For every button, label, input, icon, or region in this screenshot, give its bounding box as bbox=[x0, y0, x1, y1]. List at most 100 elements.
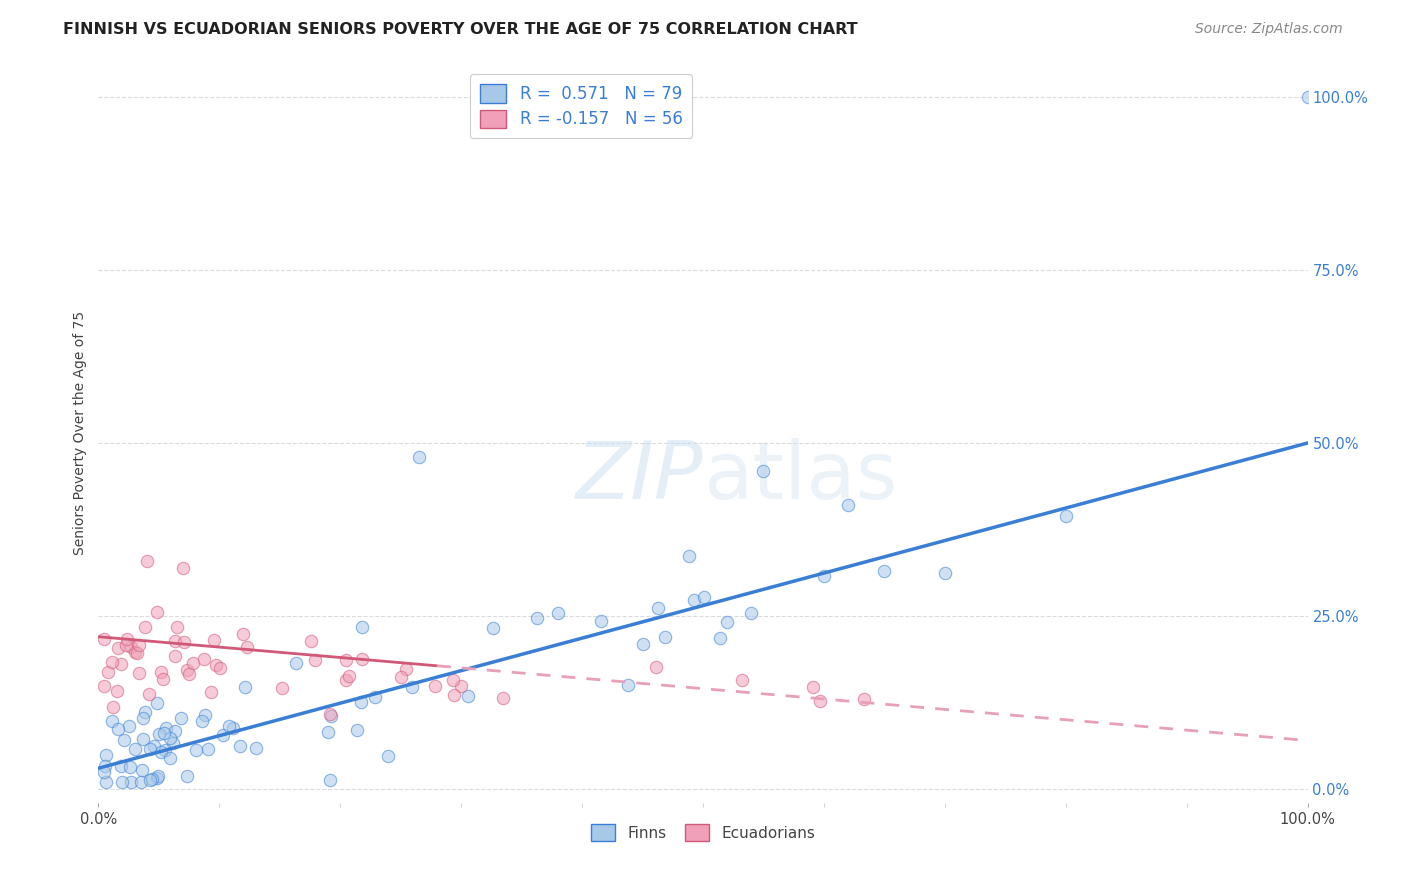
Point bbox=[128, 665, 150, 680]
Point bbox=[124, 742, 146, 756]
Point bbox=[837, 498, 859, 512]
Point bbox=[645, 660, 668, 674]
Point bbox=[145, 771, 167, 785]
Point bbox=[270, 681, 292, 696]
Point bbox=[152, 673, 174, 687]
Point bbox=[221, 721, 243, 735]
Point bbox=[169, 711, 191, 725]
Point bbox=[683, 593, 706, 607]
Point bbox=[441, 673, 464, 687]
Point bbox=[808, 694, 831, 708]
Point bbox=[103, 699, 125, 714]
Point bbox=[1296, 90, 1319, 104]
Point bbox=[97, 665, 120, 679]
Point bbox=[129, 775, 152, 789]
Point bbox=[208, 661, 231, 675]
Point bbox=[319, 773, 342, 788]
Point bbox=[218, 719, 240, 733]
Point bbox=[389, 670, 412, 684]
Point bbox=[155, 721, 177, 735]
Point bbox=[591, 615, 613, 629]
Point bbox=[110, 759, 132, 773]
Point bbox=[107, 723, 129, 737]
Point bbox=[450, 679, 472, 693]
Point bbox=[173, 635, 195, 649]
Point bbox=[740, 606, 762, 620]
Point bbox=[245, 741, 267, 756]
Point bbox=[678, 549, 700, 564]
Point bbox=[165, 723, 187, 738]
Point bbox=[139, 742, 162, 756]
Point bbox=[377, 748, 399, 763]
Point bbox=[616, 678, 638, 692]
Point bbox=[873, 565, 896, 579]
Point bbox=[128, 638, 150, 652]
Point bbox=[94, 747, 117, 762]
Point bbox=[146, 769, 169, 783]
Point bbox=[285, 657, 308, 671]
Point bbox=[145, 696, 167, 710]
Point bbox=[176, 663, 198, 677]
Point bbox=[93, 679, 115, 693]
Point bbox=[194, 707, 217, 722]
Point bbox=[146, 605, 169, 619]
Point bbox=[141, 772, 163, 786]
Point bbox=[176, 768, 198, 782]
Point bbox=[423, 679, 446, 693]
Point bbox=[94, 759, 117, 773]
Point bbox=[395, 662, 418, 676]
Point bbox=[101, 655, 124, 669]
Point bbox=[127, 647, 149, 661]
Point bbox=[184, 743, 207, 757]
Point bbox=[236, 640, 259, 654]
Point bbox=[159, 731, 181, 746]
Point bbox=[350, 651, 373, 665]
Point bbox=[120, 640, 142, 654]
Point bbox=[165, 634, 187, 648]
Point bbox=[202, 632, 225, 647]
Point bbox=[132, 731, 155, 746]
Point bbox=[177, 667, 200, 681]
Point bbox=[693, 590, 716, 604]
Point bbox=[149, 665, 172, 679]
Point bbox=[138, 687, 160, 701]
Point bbox=[135, 554, 157, 568]
Point bbox=[716, 615, 738, 630]
Point bbox=[364, 690, 387, 705]
Y-axis label: Seniors Poverty Over the Age of 75: Seniors Poverty Over the Age of 75 bbox=[73, 310, 87, 555]
Point bbox=[94, 775, 117, 789]
Point bbox=[200, 684, 222, 698]
Point bbox=[118, 760, 141, 774]
Point bbox=[731, 673, 754, 687]
Point bbox=[408, 450, 430, 464]
Point bbox=[105, 684, 128, 698]
Point bbox=[457, 689, 479, 703]
Point bbox=[163, 648, 186, 663]
Point bbox=[233, 680, 256, 694]
Point bbox=[482, 621, 505, 635]
Point bbox=[139, 773, 162, 788]
Point bbox=[134, 619, 156, 633]
Point bbox=[150, 745, 173, 759]
Text: atlas: atlas bbox=[703, 438, 897, 516]
Point bbox=[350, 695, 373, 709]
Point bbox=[709, 631, 731, 645]
Point bbox=[346, 723, 368, 738]
Point bbox=[118, 718, 141, 732]
Point bbox=[853, 692, 876, 706]
Point bbox=[197, 742, 219, 756]
Point bbox=[111, 775, 134, 789]
Point bbox=[401, 680, 423, 694]
Point bbox=[93, 632, 115, 647]
Point bbox=[143, 739, 166, 753]
Point bbox=[159, 751, 181, 765]
Point bbox=[654, 630, 676, 644]
Point bbox=[205, 658, 228, 673]
Point bbox=[299, 634, 322, 648]
Point bbox=[934, 566, 956, 581]
Point bbox=[232, 626, 254, 640]
Point bbox=[148, 727, 170, 741]
Point bbox=[93, 765, 115, 780]
Point bbox=[152, 726, 174, 740]
Point bbox=[547, 606, 569, 620]
